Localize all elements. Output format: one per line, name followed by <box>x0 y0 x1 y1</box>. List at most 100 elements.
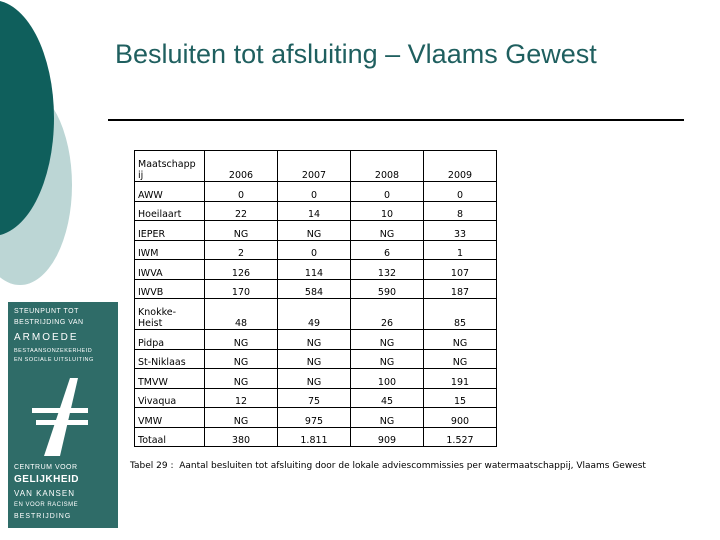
header-cell-2009: 2009 <box>423 150 497 182</box>
row-name: VMW <box>134 407 205 428</box>
row-name: IWM <box>134 239 205 260</box>
row-name: Pidpa <box>134 329 205 350</box>
row-name: IEPER <box>134 220 205 241</box>
row-value: 100 <box>350 368 424 389</box>
row-name: AWW <box>134 181 205 202</box>
row-value: NG <box>204 220 278 241</box>
row-value: 380 <box>204 426 278 447</box>
logo-text-5: EN SOCIALE UITSLUITING <box>14 357 94 363</box>
data-table: Maatschapp ij 2006 2007 2008 2009 AWW 0 0… <box>134 150 497 447</box>
row-value: 126 <box>204 259 278 280</box>
table-row: Pidpa NG NG NG NG <box>134 329 497 350</box>
table-row: VMW NG 975 NG 900 <box>134 407 497 428</box>
dark-circle-shape <box>0 1 54 235</box>
header-company-line2: ij <box>138 170 144 181</box>
table-header-row: Maatschapp ij 2006 2007 2008 2009 <box>134 150 497 182</box>
row-value: NG <box>277 368 351 389</box>
logo-text-1: STEUNPUNT TOT <box>14 308 79 315</box>
row-value: 6 <box>350 239 424 260</box>
row-name-line2: Heist <box>138 318 163 329</box>
table-caption: Tabel 29 : Aantal besluiten tot afsluiti… <box>130 461 646 471</box>
row-value: NG <box>350 407 424 428</box>
row-name: Knokke- Heist <box>134 298 205 330</box>
row-value: 49 <box>277 298 351 330</box>
row-value: 8 <box>423 200 497 221</box>
decorative-circles <box>0 1 72 285</box>
row-value: 900 <box>423 407 497 428</box>
row-name: Hoeilaart <box>134 200 205 221</box>
row-value: 590 <box>350 278 424 299</box>
row-value: 0 <box>204 181 278 202</box>
header-cell-2006: 2006 <box>204 150 278 182</box>
logo-text-2: BESTRIJDING VAN <box>14 319 84 326</box>
row-value: NG <box>277 220 351 241</box>
caption-text: Aantal besluiten tot afsluiting door de … <box>179 461 646 471</box>
row-value: NG <box>350 220 424 241</box>
header-cell-company: Maatschapp ij <box>134 150 205 182</box>
logo-text-10: BESTRIJDING <box>14 513 72 520</box>
row-value: 584 <box>277 278 351 299</box>
row-value: 14 <box>277 200 351 221</box>
table-row: St-Niklaas NG NG NG NG <box>134 348 497 369</box>
table-row: Knokke- Heist 48 49 26 85 <box>134 298 497 330</box>
logo-text-3: ARMOEDE <box>14 332 79 343</box>
row-value: 2 <box>204 239 278 260</box>
caption-label: Tabel 29 : <box>130 461 174 471</box>
row-value: NG <box>204 348 278 369</box>
row-value: NG <box>350 329 424 350</box>
row-value: 909 <box>350 426 424 447</box>
row-value: 10 <box>350 200 424 221</box>
row-value: NG <box>423 329 497 350</box>
row-name: Vivaqua <box>134 387 205 408</box>
row-value: 170 <box>204 278 278 299</box>
table-row: TMVW NG NG 100 191 <box>134 368 497 389</box>
row-value: 0 <box>277 239 351 260</box>
row-value: 15 <box>423 387 497 408</box>
logo-panel: STEUNPUNT TOT BESTRIJDING VAN ARMOEDE BE… <box>8 302 118 528</box>
title-divider <box>108 119 684 121</box>
row-name: St-Niklaas <box>134 348 205 369</box>
row-value: 85 <box>423 298 497 330</box>
row-value: 26 <box>350 298 424 330</box>
table-row: Vivaqua 12 75 45 15 <box>134 387 497 408</box>
row-name: IWVB <box>134 278 205 299</box>
row-value: 1.527 <box>423 426 497 447</box>
row-value: NG <box>277 348 351 369</box>
table-row: IWM 2 0 6 1 <box>134 239 497 260</box>
row-value: 187 <box>423 278 497 299</box>
row-value: NG <box>204 407 278 428</box>
slide-title: Besluiten tot afsluiting – Vlaams Gewest <box>115 39 597 69</box>
header-cell-2008: 2008 <box>350 150 424 182</box>
row-name: Totaal <box>134 426 205 447</box>
logo-text-7: GELIJKHEID <box>14 474 80 485</box>
row-name: TMVW <box>134 368 205 389</box>
row-value: 22 <box>204 200 278 221</box>
row-value: 45 <box>350 387 424 408</box>
row-value: 132 <box>350 259 424 280</box>
table-row: IWVB 170 584 590 187 <box>134 278 497 299</box>
equality-logo-icon <box>32 378 88 456</box>
row-value: NG <box>423 348 497 369</box>
table-row: IEPER NG NG NG 33 <box>134 220 497 241</box>
table-row: AWW 0 0 0 0 <box>134 181 497 202</box>
row-value: 114 <box>277 259 351 280</box>
row-value: 107 <box>423 259 497 280</box>
header-cell-2007: 2007 <box>277 150 351 182</box>
row-value: 1.811 <box>277 426 351 447</box>
logo-text-4: BESTAANSONZEKERHEID <box>14 348 93 354</box>
row-value: NG <box>350 348 424 369</box>
row-value: NG <box>277 329 351 350</box>
logo-text-8: VAN KANSEN <box>14 489 75 498</box>
row-value: 48 <box>204 298 278 330</box>
row-value: 1 <box>423 239 497 260</box>
row-value: 0 <box>350 181 424 202</box>
row-value: 191 <box>423 368 497 389</box>
table-row: Hoeilaart 22 14 10 8 <box>134 200 497 221</box>
row-name: IWVA <box>134 259 205 280</box>
row-value: NG <box>204 368 278 389</box>
logo-text-9: EN VOOR RACISME <box>14 502 79 508</box>
row-value: 975 <box>277 407 351 428</box>
row-value: 12 <box>204 387 278 408</box>
row-name-line1: Knokke- <box>138 307 176 318</box>
header-company-line1: Maatschapp <box>138 159 196 170</box>
